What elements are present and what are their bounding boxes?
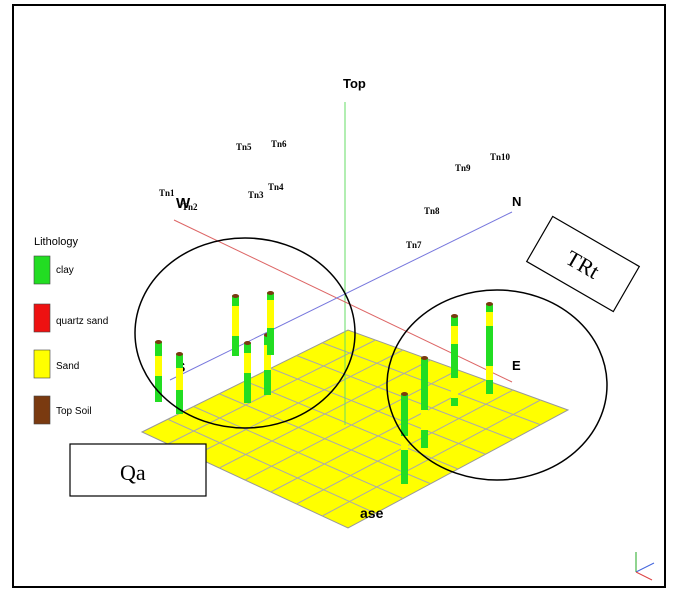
borehole <box>244 341 251 403</box>
base-grid <box>140 329 570 529</box>
borehole <box>155 340 162 402</box>
grid-line <box>270 379 486 493</box>
lithology-legend: Lithology clay quartz sand Sand Top Soil <box>33 236 108 425</box>
legend-label-top-soil: Top Soil <box>56 406 92 417</box>
left-cluster-ellipse <box>134 237 356 429</box>
legend-title: Lithology <box>34 236 79 248</box>
orientation-gizmo <box>635 552 655 581</box>
borehole <box>486 302 493 394</box>
borehole <box>451 314 458 406</box>
borehole-label-tn3: Tn3 <box>248 190 264 200</box>
axis-label-base: ase <box>360 505 384 521</box>
borehole <box>421 356 428 448</box>
legend-label-clay: clay <box>56 265 74 276</box>
borehole-label-tn4: Tn4 <box>268 182 284 192</box>
borehole-label-tn9: Tn9 <box>455 163 471 173</box>
borehole-label-tn5: Tn5 <box>236 142 252 152</box>
axis-label-west: W <box>176 195 191 212</box>
south-north-axis-line <box>169 211 513 381</box>
borehole <box>176 352 183 414</box>
grid-line <box>322 399 541 517</box>
formation-box-qa: Qa <box>69 443 207 497</box>
borehole-label-tn7: Tn7 <box>406 240 422 250</box>
boreholes <box>155 291 493 484</box>
axis-label-top: Top <box>343 76 366 91</box>
legend-swatch-quartz-sand <box>33 303 51 333</box>
legend-label-quartz-sand: quartz sand <box>56 316 108 327</box>
legend-swatch-clay <box>33 255 51 285</box>
borehole <box>267 291 274 355</box>
right-cluster-ellipse <box>386 289 608 481</box>
borehole-labels: Tn1 Tn2 Tn3 Tn4 Tn5 Tn6 Tn7 Tn8 Tn9 Tn10 <box>159 139 511 250</box>
legend-label-sand: Sand <box>56 361 79 372</box>
legend-swatch-sand <box>33 349 51 379</box>
borehole <box>401 392 408 484</box>
axis-label-north: N <box>512 194 521 209</box>
formation-box-trt: TRt <box>525 215 641 313</box>
legend-swatch-top-soil <box>33 395 51 425</box>
borehole-label-tn1: Tn1 <box>159 188 175 198</box>
borehole-label-tn2: Tn2 <box>182 202 198 212</box>
borehole-label-tn6: Tn6 <box>271 139 287 149</box>
grid-line <box>322 342 541 426</box>
borehole-label-tn8: Tn8 <box>424 206 440 216</box>
grid-line <box>270 367 486 455</box>
borehole-label-tn10: Tn10 <box>490 152 511 162</box>
axis-label-east: E <box>512 358 521 373</box>
borehole <box>232 294 239 356</box>
formation-label-qa: Qa <box>120 460 146 485</box>
